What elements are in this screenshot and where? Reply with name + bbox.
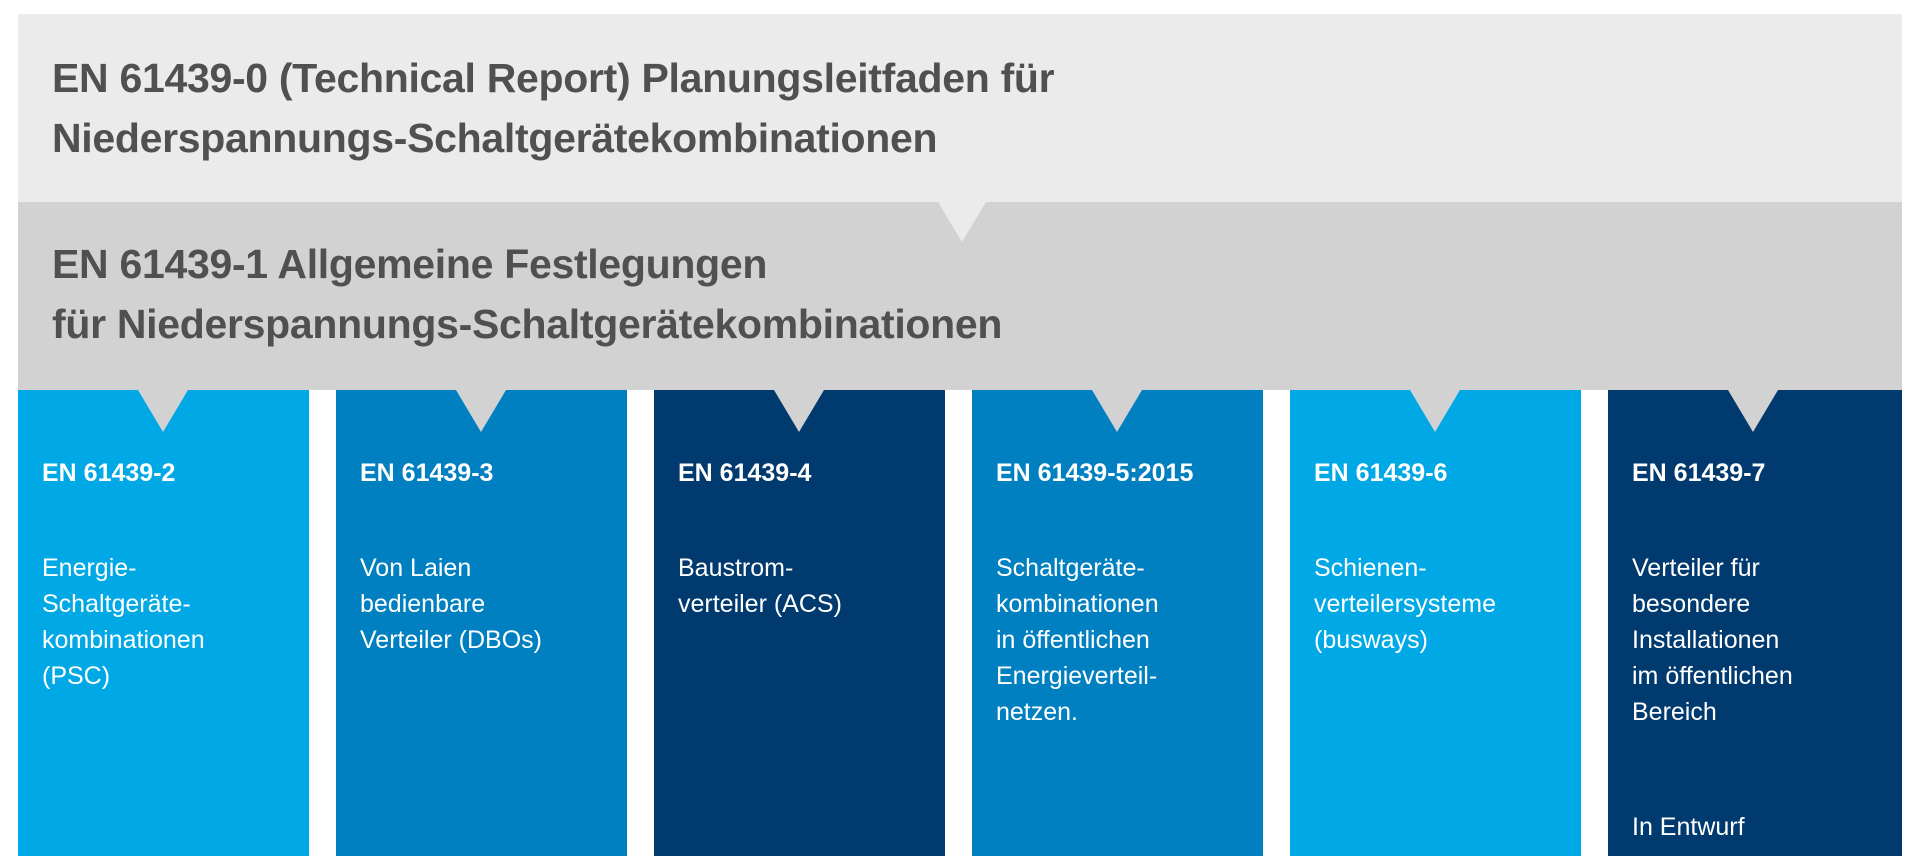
desc-line: kombinationen	[996, 590, 1159, 618]
desc-line: Baustrom-	[678, 554, 794, 582]
part-code: EN 61439-4	[678, 459, 812, 487]
desc-line: verteilersysteme	[1314, 590, 1496, 618]
desc-line: Von Laien	[360, 554, 472, 582]
general-requirements-title-line2: für Niederspannungs-Schaltgerätekombinat…	[52, 301, 1003, 347]
pointer-arrow-icon	[456, 390, 506, 432]
desc-line: Bereich	[1632, 698, 1717, 726]
pointer-arrow-icon	[1728, 390, 1778, 432]
part-description: Von Laien bedienbare Verteiler (DBOs)	[360, 550, 620, 658]
desc-line: (busways)	[1314, 626, 1428, 654]
general-requirements-title-line1: EN 61439-1 Allgemeine Festlegungen	[52, 241, 768, 287]
technical-report-title: EN 61439-0 (Technical Report) Planungsle…	[52, 48, 1055, 168]
desc-line: Schaltgeräte-	[996, 554, 1145, 582]
desc-line: Energieverteil-	[996, 662, 1158, 690]
part-column-6: EN 61439-6 Schienen- verteilersysteme (b…	[1290, 390, 1581, 856]
technical-report-band: EN 61439-0 (Technical Report) Planungsle…	[18, 14, 1902, 202]
part-code: EN 61439-5:2015	[996, 459, 1194, 487]
desc-line: besondere	[1632, 590, 1751, 618]
pointer-arrow-icon	[138, 390, 188, 432]
part-description: Schaltgeräte- kombinationen in öffentlic…	[996, 550, 1256, 730]
part-column-3: EN 61439-3 Von Laien bedienbare Verteile…	[336, 390, 627, 856]
part-description: Schienen- verteilersysteme (busways)	[1314, 550, 1574, 658]
desc-line: netzen.	[996, 698, 1079, 726]
part-column-7: EN 61439-7 Verteiler für besondere Insta…	[1608, 390, 1902, 856]
desc-line: in öffentlichen	[996, 626, 1150, 654]
part-code: EN 61439-3	[360, 459, 494, 487]
desc-line: Verteiler für	[1632, 554, 1760, 582]
parts-columns: EN 61439-2 Energie- Schaltgeräte- kombin…	[18, 390, 1902, 856]
desc-line: Schaltgeräte-	[42, 590, 191, 618]
part-description: Energie- Schaltgeräte- kombinationen (PS…	[42, 550, 302, 694]
desc-line: bedienbare	[360, 590, 486, 618]
pointer-arrow-icon	[1410, 390, 1460, 432]
general-requirements-title: EN 61439-1 Allgemeine Festlegungen für N…	[52, 234, 1002, 354]
draft-status-note: In Entwurf	[1632, 813, 1745, 841]
part-description: Verteiler für besondere Installationen i…	[1632, 550, 1892, 730]
desc-line: im öffentlichen	[1632, 662, 1793, 690]
pointer-arrow-icon	[774, 390, 824, 432]
desc-line: Verteiler (DBOs)	[360, 626, 542, 654]
part-description: Baustrom- verteiler (ACS)	[678, 550, 938, 622]
pointer-arrow-icon	[938, 202, 986, 242]
part-code: EN 61439-2	[42, 459, 176, 487]
desc-line: Schienen-	[1314, 554, 1427, 582]
technical-report-title-line1: EN 61439-0 (Technical Report) Planungsle…	[52, 55, 1055, 101]
desc-line: (PSC)	[42, 662, 111, 690]
part-column-2: EN 61439-2 Energie- Schaltgeräte- kombin…	[18, 390, 309, 856]
part-column-5: EN 61439-5:2015 Schaltgeräte- kombinatio…	[972, 390, 1263, 856]
desc-line: Energie-	[42, 554, 137, 582]
pointer-arrow-icon	[1092, 390, 1142, 432]
part-code: EN 61439-6	[1314, 459, 1448, 487]
part-code: EN 61439-7	[1632, 459, 1766, 487]
technical-report-title-line2: Niederspannungs-Schaltgerätekombinatione…	[52, 115, 938, 161]
desc-line: verteiler (ACS)	[678, 590, 842, 618]
part-column-4: EN 61439-4 Baustrom- verteiler (ACS)	[654, 390, 945, 856]
desc-line: Installationen	[1632, 626, 1780, 654]
desc-line: kombinationen	[42, 626, 205, 654]
